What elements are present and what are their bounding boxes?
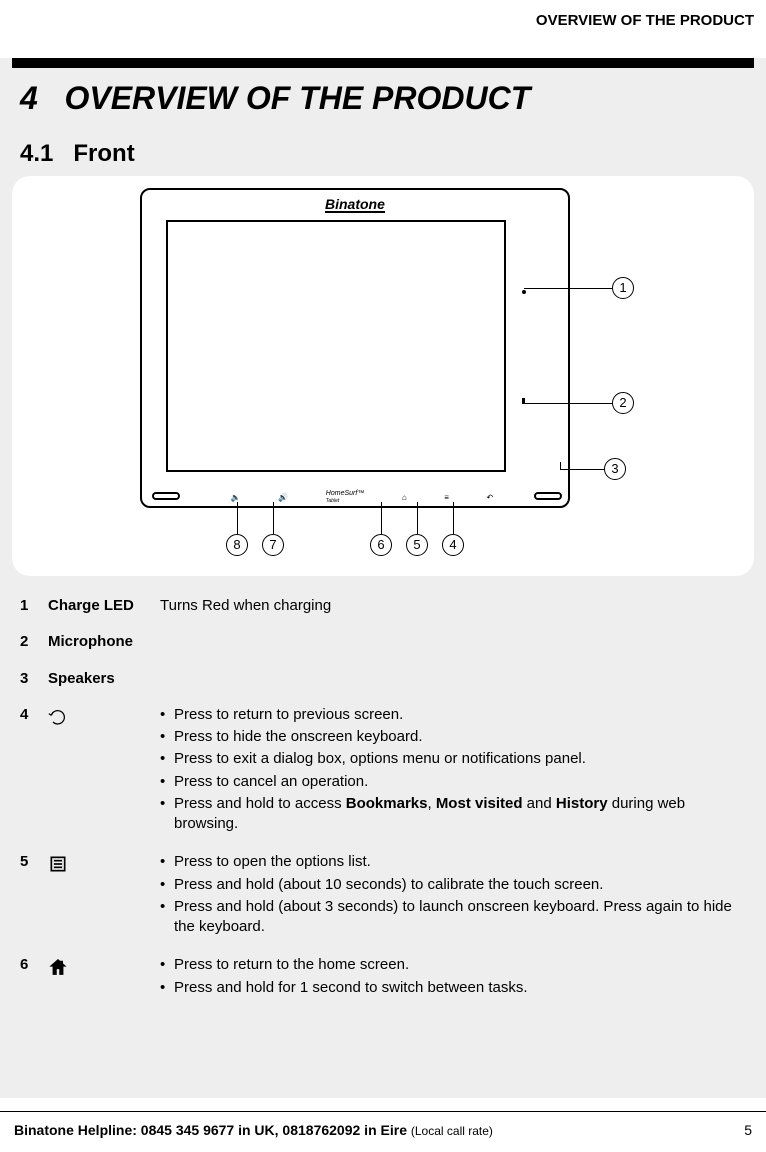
row-number: 3 xyxy=(20,669,48,689)
leader-line xyxy=(273,502,274,534)
section-rule xyxy=(12,58,754,68)
leader-line xyxy=(417,502,418,534)
leader-line xyxy=(524,288,612,289)
vol-down-icon: 🔈 xyxy=(231,493,241,502)
bullet: Press to exit a dialog box, options menu… xyxy=(160,749,746,769)
charge-led-icon xyxy=(522,290,526,294)
brand-label: Binatone xyxy=(325,196,385,213)
bullet: Press to return to the home screen. xyxy=(160,955,746,975)
footer-rule xyxy=(0,1111,766,1112)
page-number: 5 xyxy=(744,1122,752,1138)
menu-button-icon: ≡ xyxy=(444,493,449,502)
product-figure: Binatone 🔈 🔊 HomeSurf™Tablet ⌂ ≡ ↶ 1 2 xyxy=(12,176,754,576)
row-number: 4 xyxy=(20,705,48,725)
subsection-heading: 4.1 Front xyxy=(20,140,135,168)
table-row: 1 Charge LED Turns Red when charging xyxy=(20,590,746,626)
table-row: 5 Press to open the options list. Press … xyxy=(20,846,746,949)
bullet: Press to hide the onscreen keyboard. xyxy=(160,727,746,747)
bullet: Press and hold to access Bookmarks, Most… xyxy=(160,794,746,835)
row-number: 2 xyxy=(20,632,48,652)
callout-3: 3 xyxy=(604,458,626,480)
bullet: Press to open the options list. xyxy=(160,852,746,872)
home-icon xyxy=(48,955,160,983)
bullet: Press to return to previous screen. xyxy=(160,705,746,725)
callout-1: 1 xyxy=(612,277,634,299)
section-number: 4 xyxy=(20,80,38,116)
device-bezel: Binatone 🔈 🔊 HomeSurf™Tablet ⌂ ≡ ↶ xyxy=(140,188,570,508)
leader-line xyxy=(560,462,561,470)
section-heading: 4 OVERVIEW OF THE PRODUCT xyxy=(20,80,530,117)
row-desc: Press to return to the home screen. Pres… xyxy=(160,955,746,1000)
row-number: 6 xyxy=(20,955,48,975)
bullet: Press and hold for 1 second to switch be… xyxy=(160,978,746,998)
row-number: 1 xyxy=(20,596,48,616)
device-button-row: 🔈 🔊 HomeSurf™Tablet ⌂ ≡ ↶ xyxy=(212,490,512,504)
table-row: 2 Microphone xyxy=(20,626,746,662)
home-button-icon: ⌂ xyxy=(402,493,407,502)
menu-icon xyxy=(48,852,160,880)
callout-4: 4 xyxy=(442,534,464,556)
device-screen xyxy=(166,220,506,472)
leader-line xyxy=(381,502,382,534)
callout-2: 2 xyxy=(612,392,634,414)
running-head: OVERVIEW OF THE PRODUCT xyxy=(536,12,754,29)
row-number: 5 xyxy=(20,852,48,872)
bullet: Press to cancel an operation. xyxy=(160,772,746,792)
page-footer: Binatone Helpline: 0845 345 9677 in UK, … xyxy=(0,1122,766,1138)
table-row: 4 Press to return to previous screen. Pr… xyxy=(20,699,746,847)
subsection-title: Front xyxy=(73,140,134,167)
device-model-label: HomeSurf™Tablet xyxy=(326,490,365,504)
footer-helpline: Binatone Helpline: 0845 345 9677 in UK, … xyxy=(14,1122,493,1138)
table-row: 6 Press to return to the home screen. Pr… xyxy=(20,949,746,1010)
leader-line xyxy=(453,502,454,534)
back-icon xyxy=(48,705,160,733)
bullet: Press and hold (about 10 seconds) to cal… xyxy=(160,875,746,895)
row-desc: Turns Red when charging xyxy=(160,596,746,616)
back-button-icon: ↶ xyxy=(486,493,493,502)
section-title: OVERVIEW OF THE PRODUCT xyxy=(64,80,530,116)
bullet: Press and hold (about 3 seconds) to laun… xyxy=(160,897,746,938)
leader-line xyxy=(237,502,238,534)
row-label: Charge LED xyxy=(48,596,160,616)
row-desc: Press to return to previous screen. Pres… xyxy=(160,705,746,837)
speaker-slot-right xyxy=(534,492,562,500)
vol-up-icon: 🔊 xyxy=(278,493,288,502)
row-label: Speakers xyxy=(48,669,160,689)
row-desc: Press to open the options list. Press an… xyxy=(160,852,746,939)
parts-table: 1 Charge LED Turns Red when charging 2 M… xyxy=(20,590,746,1010)
leader-line xyxy=(524,403,612,404)
speaker-slot-left xyxy=(152,492,180,500)
callout-6: 6 xyxy=(370,534,392,556)
callout-8: 8 xyxy=(226,534,248,556)
callout-5: 5 xyxy=(406,534,428,556)
callout-7: 7 xyxy=(262,534,284,556)
row-label: Microphone xyxy=(48,632,160,652)
leader-line xyxy=(560,469,604,470)
subsection-number: 4.1 xyxy=(20,140,53,167)
table-row: 3 Speakers xyxy=(20,663,746,699)
